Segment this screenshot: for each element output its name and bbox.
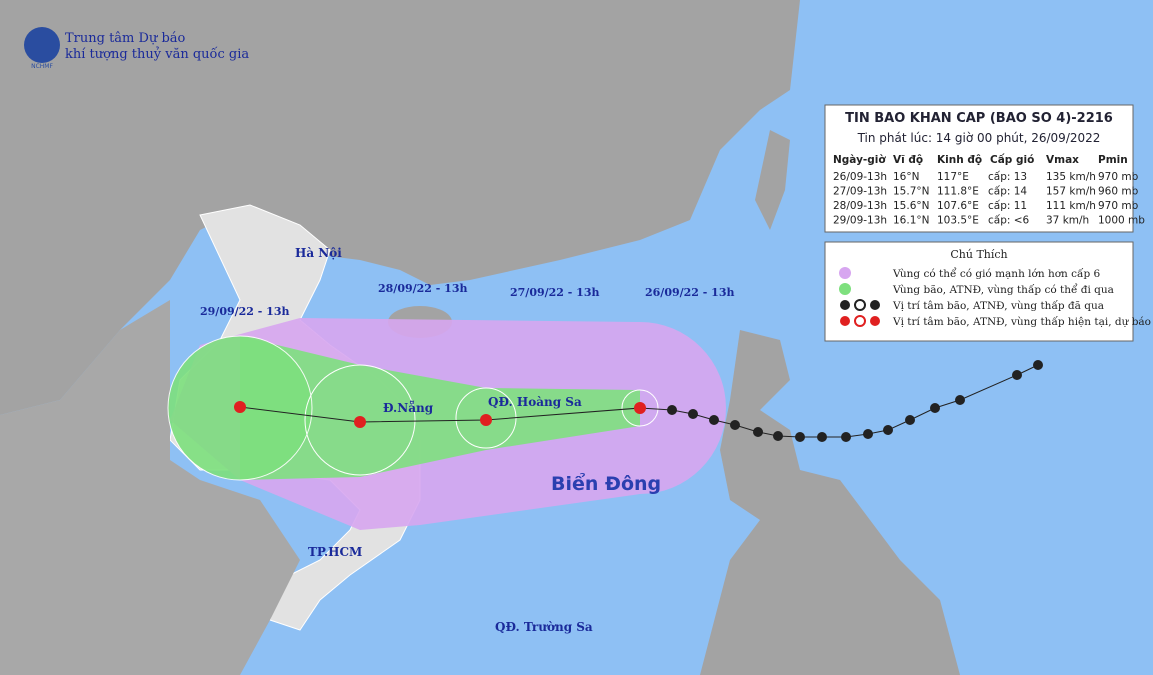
table-cell: cấp: <6 [988,215,1030,227]
table-header: Ngày-giờ [833,154,886,166]
logo: NCHMF [24,27,60,70]
place-label: TP.HCM [308,545,362,559]
storm-zone [240,336,640,480]
table-cell: 107.6°E [937,200,979,212]
past-point [688,409,698,419]
table-header: Vmax [1046,154,1079,166]
date-label: 29/09/22 - 13h [200,305,290,318]
date-label: 28/09/22 - 13h [378,282,468,295]
table-cell: 970 mb [1098,171,1139,183]
place-label: Đ.Nẵng [383,400,434,415]
org-line: Trung tâm Dự báo [65,31,186,46]
table-cell: 103.5°E [937,215,979,227]
table-cell: 117°E [937,171,969,183]
table-cell: 16.1°N [893,215,929,227]
table-cell: 135 km/h [1046,171,1096,183]
table-cell: 37 km/h [1046,215,1089,227]
table-cell: 27/09-13h [833,186,887,198]
sea-label: Biển Đông [551,472,661,495]
past-point [795,432,805,442]
table-cell: 1000 mb [1098,215,1145,227]
land-china [0,0,800,415]
place-label: Hà Nội [295,246,342,260]
logo-text: NCHMF [31,63,53,70]
table-cell: 16°N [893,171,919,183]
past-point [883,425,893,435]
land-west [0,300,300,675]
date-label: 27/09/22 - 13h [510,286,600,299]
uncertainty-circle [304,364,416,476]
bulletin-box: TIN BAO KHAN CAP (BAO SO 4)-2216 Tin phá… [824,104,1145,233]
org-line: khí tượng thuỷ văn quốc gia [65,46,249,62]
legend-box: Chú Thích Vùng có thể có gió mạnh lớn hơ… [824,241,1151,342]
bulletin-issued: Tin phát lúc: 14 giờ 00 phút, 26/09/2022 [857,131,1101,145]
past-point [955,395,965,405]
table-header: Pmin [1098,154,1128,166]
table-cell: 960 mb [1098,186,1139,198]
past-point [863,429,873,439]
date-label: 26/09/22 - 13h [645,286,735,299]
legend-item: Vùng có thể có gió mạnh lớn hơn cấp 6 [892,267,1101,280]
past-point [773,431,783,441]
table-cell: 111.8°E [937,186,979,198]
legend-title: Chú Thích [950,248,1007,261]
land-taiwan [755,130,790,230]
legend-item: Vị trí tâm bão, ATNĐ, vùng thấp hiện tại… [892,315,1151,328]
place-label: QĐ. Hoàng Sa [488,395,582,409]
table-header: Cấp gió [990,153,1034,166]
forecast-points [234,401,646,428]
legend-item: Vùng bão, ATNĐ, vùng thấp có thể đi qua [892,283,1114,296]
past-point [1033,360,1043,370]
table-header: Vĩ độ [893,154,923,166]
table-cell: 26/09-13h [833,171,887,183]
land-philippines [700,330,960,675]
table-cell: 15.7°N [893,186,929,198]
past-point [753,427,763,437]
uncertainty-circle [621,389,659,427]
table-cell: cấp: 11 [988,200,1027,212]
past-point [905,415,915,425]
past-point [1012,370,1022,380]
place-label: QĐ. Trường Sa [495,620,593,634]
table-header: Kinh độ [937,154,982,166]
table-cell: cấp: 13 [988,171,1027,183]
legend-item: Vị trí tâm bão, ATNĐ, vùng thấp đã qua [892,299,1104,312]
table-cell: cấp: 14 [988,186,1027,198]
past-point [730,420,740,430]
past-point [841,432,851,442]
forecast-track [239,406,641,423]
table-cell: 970 mb [1098,200,1139,212]
table-cell: 29/09-13h [833,215,887,227]
table-cell: 28/09-13h [833,200,887,212]
past-point [667,405,677,415]
past-point [930,403,940,413]
table-cell: 111 km/h [1046,200,1096,212]
past-point [817,432,827,442]
table-cell: 15.6°N [893,200,929,212]
table-cell: 157 km/h [1046,186,1096,198]
past-point [709,415,719,425]
bulletin-title: TIN BAO KHAN CAP (BAO SO 4)-2216 [845,111,1113,126]
